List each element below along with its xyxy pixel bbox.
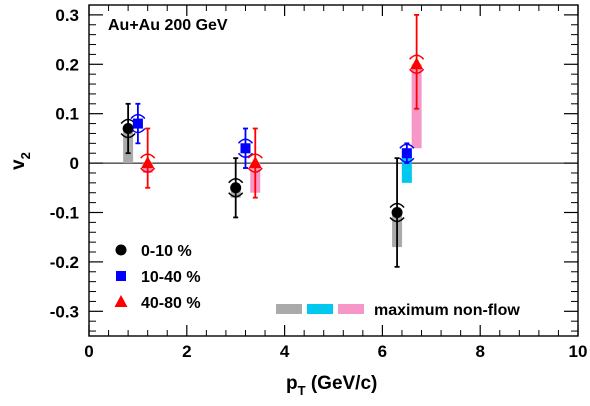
axis-ticks-layer — [88, 4, 579, 336]
x-tick-label: 6 — [378, 342, 387, 361]
x-axis-title: pT (GeV/c) — [286, 373, 377, 398]
systematic-bracket-top — [247, 153, 263, 159]
annotation-label: Au+Au 200 GeV — [108, 17, 228, 34]
systematic-bracket-bottom — [120, 132, 136, 139]
data-point — [240, 143, 251, 154]
y-tick-label: 0.3 — [55, 6, 79, 25]
systematic-bracket-top — [228, 178, 244, 184]
systematic-bracket-top — [237, 138, 254, 144]
systematic-bracket-bottom — [389, 216, 405, 223]
y-tick-label: 0.1 — [55, 105, 79, 124]
systematic-bracket-bottom — [399, 157, 415, 163]
markers-layer — [122, 57, 424, 218]
legend: 0-10 % 10-40 % 40-80 % maximum non-flow — [114, 243, 520, 319]
x-axis-title-unit: (GeV/c) — [306, 373, 378, 394]
legend-label: 0-10 % — [141, 243, 192, 260]
systematic-bracket-bottom — [247, 167, 263, 173]
y-tick-label: -0.3 — [50, 302, 79, 321]
data-point — [122, 123, 134, 135]
systematic-bracket-top — [140, 153, 156, 159]
y-tick-label: 0.2 — [55, 55, 79, 74]
data-point — [391, 206, 403, 218]
nonflow-legend-swatch — [338, 304, 364, 314]
legend-marker — [115, 244, 127, 256]
x-tick-label: 0 — [84, 342, 93, 361]
y-axis-title-sub: 2 — [18, 152, 33, 159]
legend-label: 40-80 % — [141, 295, 201, 312]
nonflow-legend-label: maximum non-flow — [374, 302, 520, 319]
data-point — [132, 118, 143, 129]
systematic-bracket-top — [130, 113, 146, 120]
data-point — [248, 156, 262, 169]
x-tick-label: 4 — [280, 342, 290, 361]
x-tick-label: 10 — [569, 342, 588, 361]
y-tick-label: -0.2 — [50, 253, 79, 272]
systematic-bracket-bottom — [237, 152, 254, 159]
systematic-bracket-bottom — [409, 68, 425, 75]
plot-frame — [88, 4, 579, 337]
legend-label: 10-40 % — [141, 269, 201, 286]
systematic-bracket-top — [389, 202, 405, 209]
nonflow-legend-swatch — [276, 304, 302, 314]
x-tick-label: 8 — [475, 342, 484, 361]
y-tick-label: -0.1 — [50, 203, 79, 222]
data-point — [401, 148, 412, 159]
data-point — [141, 156, 155, 169]
systematic-bracket-top — [399, 143, 415, 149]
x-axis-title-sub: T — [298, 383, 306, 398]
tick-labels-layer: 0 2 4 6 8 10 -0.3 -0.2 -0.1 0 0.1 0.2 0.3 — [50, 6, 588, 361]
nonflow-band — [401, 153, 412, 183]
legend-marker — [116, 271, 126, 281]
systematic-bracket-top — [409, 54, 425, 60]
y-tick-label: 0 — [70, 154, 79, 173]
systematic-bracket-bottom — [228, 192, 244, 198]
data-point — [410, 57, 424, 70]
data-point — [230, 182, 242, 194]
systematic-bracket-bottom — [140, 167, 156, 173]
x-tick-label: 2 — [182, 342, 191, 361]
y-axis-title-main: v — [8, 159, 29, 170]
y-axis-title: v2 — [8, 152, 33, 170]
nonflow-legend-swatch — [307, 304, 333, 314]
x-axis-title-main: p — [286, 373, 298, 394]
legend-marker — [114, 295, 128, 307]
